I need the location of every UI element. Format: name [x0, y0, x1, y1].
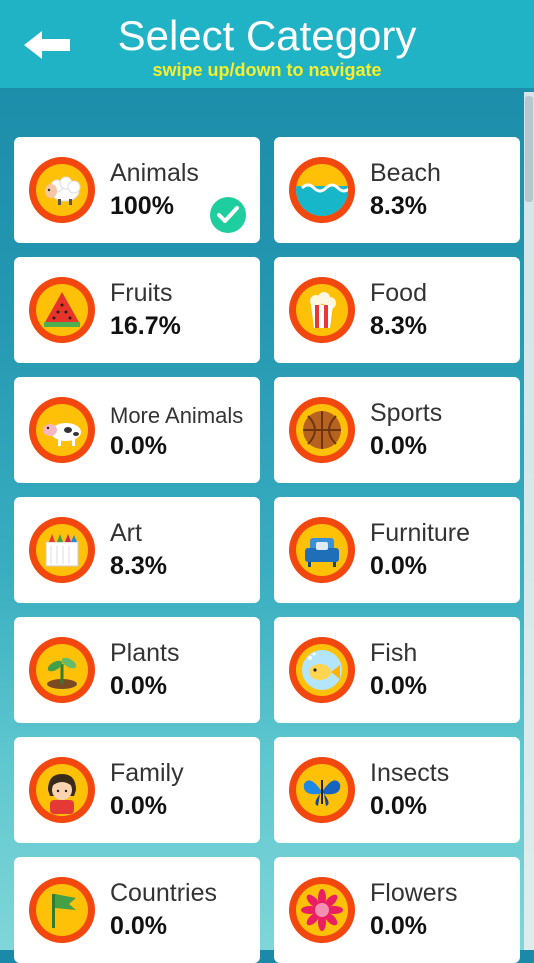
category-name: Family: [110, 759, 184, 787]
water-icon: [296, 183, 348, 216]
cow-icon: [43, 423, 81, 446]
category-percent: 0.0%: [370, 552, 427, 580]
category-name: Art: [110, 519, 142, 547]
category-card-fish[interactable]: Fish 0.0%: [274, 617, 520, 723]
category-badge: [29, 637, 95, 703]
category-percent: 0.0%: [110, 432, 167, 460]
category-badge: [29, 517, 95, 583]
category-name: Food: [370, 279, 427, 307]
flower-icon: [301, 889, 343, 931]
category-name: Furniture: [370, 519, 471, 547]
category-card-insects[interactable]: Insects 0.0%: [274, 737, 520, 843]
category-card-flowers[interactable]: Flowers 0.0%: [274, 857, 520, 963]
page-subtitle: swipe up/down to navigate: [152, 60, 382, 80]
page-title: Select Category: [117, 12, 417, 59]
category-percent: 0.0%: [110, 912, 167, 940]
butterfly-icon: [303, 780, 341, 806]
scrollbar-thumb[interactable]: [525, 96, 533, 202]
category-badge: [289, 757, 355, 823]
category-card-animals[interactable]: Animals 100%: [14, 137, 260, 243]
sheep-icon: [45, 176, 81, 205]
category-name: Beach: [370, 159, 441, 187]
watermelon-icon: [44, 292, 80, 327]
category-badge: [289, 637, 355, 703]
arrow-left-icon: [24, 31, 70, 59]
category-percent: 16.7%: [110, 312, 181, 340]
scrollbar[interactable]: [524, 92, 534, 950]
category-percent: 0.0%: [370, 912, 427, 940]
category-percent: 0.0%: [110, 792, 167, 820]
category-badge: [289, 877, 355, 943]
category-card-beach[interactable]: Beach 8.3%: [274, 137, 520, 243]
category-badge: [289, 157, 355, 223]
category-name: Insects: [370, 759, 450, 787]
check-icon: [210, 197, 246, 233]
category-badge: [29, 877, 95, 943]
category-badge: [29, 757, 95, 823]
category-percent: 0.0%: [370, 792, 427, 820]
category-badge: [29, 397, 95, 463]
category-name: Countries: [110, 879, 217, 907]
category-badge: [289, 517, 355, 583]
category-name: Fish: [370, 639, 418, 667]
category-card-more-animals[interactable]: More Animals 0.0%: [14, 377, 260, 483]
category-name: Sports: [370, 399, 443, 427]
category-percent: 100%: [110, 192, 174, 220]
category-card-plants[interactable]: Plants 0.0%: [14, 617, 260, 723]
category-card-countries[interactable]: Countries 0.0%: [14, 857, 260, 963]
category-card-fruits[interactable]: Fruits 16.7%: [14, 257, 260, 363]
category-name: Plants: [110, 639, 180, 667]
category-card-sports[interactable]: Sports 0.0%: [274, 377, 520, 483]
category-name: Fruits: [110, 279, 173, 307]
basketball-icon: [303, 411, 341, 449]
category-percent: 0.0%: [370, 672, 427, 700]
category-card-art[interactable]: Art 8.3%: [14, 497, 260, 603]
girl-icon: [48, 774, 76, 814]
category-badge: [289, 277, 355, 343]
popcorn-icon: [310, 292, 336, 328]
category-badge: [29, 277, 95, 343]
category-percent: 8.3%: [370, 312, 427, 340]
category-percent: 0.0%: [110, 672, 167, 700]
category-name: Animals: [110, 159, 199, 187]
category-percent: 8.3%: [110, 552, 167, 580]
header-bar: Select Category swipe up/down to navigat…: [0, 0, 534, 88]
sprout-icon: [47, 657, 77, 689]
back-button[interactable]: [22, 28, 72, 62]
armchair-icon: [305, 538, 339, 567]
fish-icon: [302, 650, 342, 690]
category-card-food[interactable]: Food 8.3%: [274, 257, 520, 363]
category-card-furniture[interactable]: Furniture 0.0%: [274, 497, 520, 603]
category-badge: [289, 397, 355, 463]
category-name: More Animals: [110, 403, 244, 428]
category-card-family[interactable]: Family 0.0%: [14, 737, 260, 843]
category-percent: 8.3%: [370, 192, 427, 220]
category-percent: 0.0%: [370, 432, 427, 460]
category-badge: [29, 157, 95, 223]
category-name: Flowers: [370, 879, 458, 907]
flag-icon: [52, 894, 76, 928]
crayons-icon: [45, 534, 79, 567]
